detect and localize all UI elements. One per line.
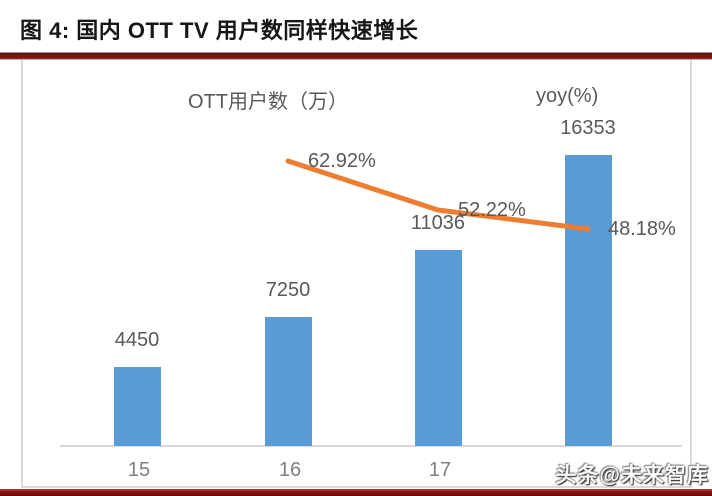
legend-label-line-series: yoy(%) <box>536 85 599 107</box>
legend-line-swatch-icon <box>476 93 531 99</box>
bar-value-label: 16353 <box>560 117 616 139</box>
x-axis-line <box>60 445 682 447</box>
bottom-rule <box>0 489 712 496</box>
bar-value-label: 4450 <box>114 329 160 351</box>
bar-value-label: 7250 <box>265 279 311 301</box>
bar-15 <box>113 367 161 446</box>
bar-18 <box>564 155 612 446</box>
figure-title: 图 4: 国内 OTT TV 用户数同样快速增长 <box>20 18 419 43</box>
legend-bar-swatch-icon <box>133 90 182 102</box>
line-value-label: 62.92% <box>308 150 376 172</box>
legend-label-bar-series: OTT用户数（万） <box>188 91 348 113</box>
x-tick-label-16: 16 <box>278 459 302 481</box>
bar-17 <box>414 250 462 446</box>
line-value-label: 48.18% <box>608 218 676 240</box>
watermark: 头条@未来智库 <box>555 464 709 487</box>
x-tick-label-17: 17 <box>428 459 452 481</box>
title-underline-rule <box>0 52 712 60</box>
x-tick-label-15: 15 <box>127 459 151 481</box>
line-value-label: 52.22% <box>458 199 526 221</box>
bar-16 <box>264 317 312 446</box>
